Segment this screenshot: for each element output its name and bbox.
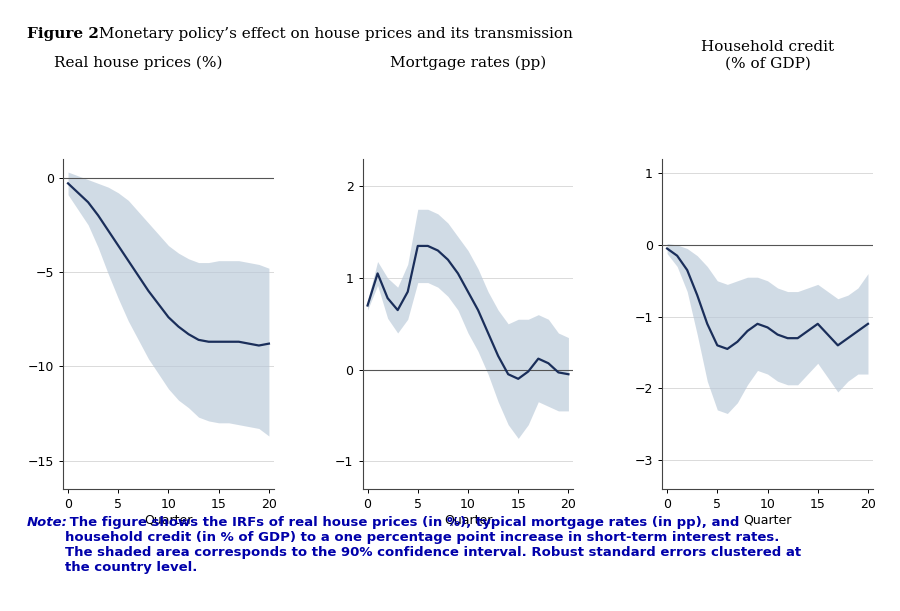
Text: The figure shows the IRFs of real house prices (in %), typical mortgage rates (i: The figure shows the IRFs of real house … [65, 516, 801, 574]
Text: Note:: Note: [27, 516, 68, 529]
Text: Monetary policy’s effect on house prices and its transmission: Monetary policy’s effect on house prices… [94, 27, 573, 42]
Text: Real house prices (%): Real house prices (%) [54, 56, 222, 70]
Text: Mortgage rates (pp): Mortgage rates (pp) [390, 56, 546, 70]
X-axis label: Quarter: Quarter [743, 514, 792, 527]
X-axis label: Quarter: Quarter [444, 514, 492, 527]
Text: Household credit
(% of GDP): Household credit (% of GDP) [701, 40, 834, 70]
X-axis label: Quarter: Quarter [144, 514, 193, 527]
Text: Figure 2: Figure 2 [27, 27, 99, 42]
